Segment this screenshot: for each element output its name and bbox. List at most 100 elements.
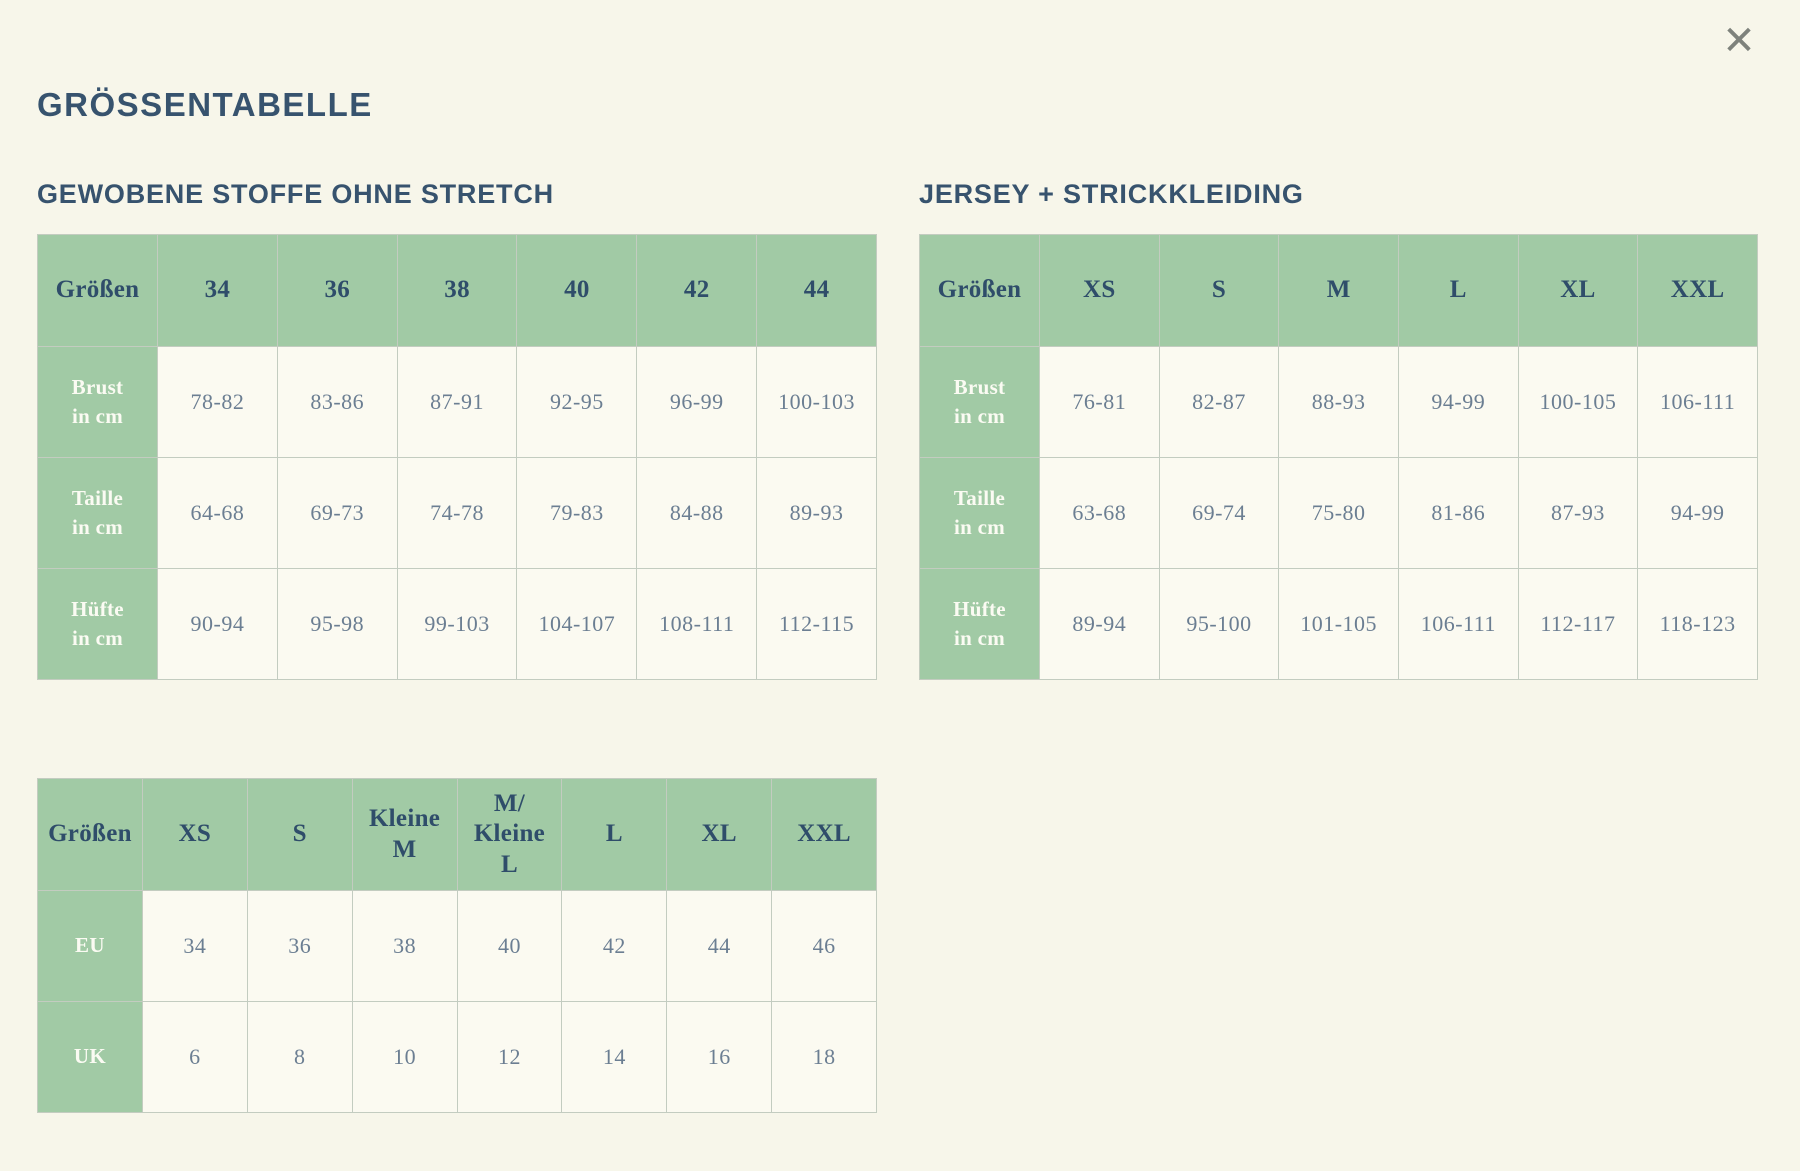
table-cell: 76-81 bbox=[1039, 346, 1160, 458]
table-cell: 87-93 bbox=[1517, 457, 1639, 569]
table-cell: 106-111 bbox=[1397, 568, 1519, 680]
column-header: XS bbox=[1039, 234, 1160, 347]
table-cell: 112-117 bbox=[1517, 568, 1639, 680]
column-header: 36 bbox=[276, 234, 398, 347]
table-cell: 83-86 bbox=[276, 346, 398, 458]
table-cell: 63-68 bbox=[1039, 457, 1160, 569]
column-header: XXL bbox=[1637, 234, 1758, 347]
table-cell: 112-115 bbox=[756, 568, 877, 680]
table-header-row: Größen XS S M L XL XXL bbox=[919, 234, 1758, 347]
table-row: Brust in cm 76-81 82-87 88-93 94-99 100-… bbox=[919, 346, 1758, 458]
table-cell: 90-94 bbox=[157, 568, 278, 680]
row-label: Hüfte in cm bbox=[37, 568, 158, 680]
table-cell: 46 bbox=[771, 890, 877, 1002]
column-header: XL bbox=[1517, 234, 1639, 347]
table-cell: 34 bbox=[141, 890, 248, 1002]
column-header: 42 bbox=[636, 234, 758, 347]
table-cell: 10 bbox=[351, 1001, 458, 1113]
table-cell: 118-123 bbox=[1637, 568, 1758, 680]
table-row: Taille in cm 63-68 69-74 75-80 81-86 87-… bbox=[919, 457, 1758, 569]
section-title-woven: GEWOBENE STOFFE OHNE STRETCH bbox=[37, 179, 554, 210]
column-header: 34 bbox=[157, 234, 278, 347]
table-cell: 78-82 bbox=[157, 346, 278, 458]
table-corner-cell: Größen bbox=[37, 778, 143, 891]
table-cell: 64-68 bbox=[157, 457, 278, 569]
table-cell: 87-91 bbox=[396, 346, 518, 458]
size-table-woven: Größen 34 36 38 40 42 44 Brust in cm 78-… bbox=[37, 234, 877, 680]
table-corner-cell: Größen bbox=[919, 234, 1040, 347]
page-title: GRÖSSENTABELLE bbox=[37, 86, 373, 124]
size-table-conversion: Größen XS S Kleine M M/ Kleine L L XL XX… bbox=[37, 778, 877, 1113]
table-cell: 82-87 bbox=[1158, 346, 1280, 458]
table-cell: 94-99 bbox=[1637, 457, 1758, 569]
table-header-row: Größen 34 36 38 40 42 44 bbox=[37, 234, 877, 347]
row-label: Hüfte in cm bbox=[919, 568, 1040, 680]
table-cell: 69-73 bbox=[276, 457, 398, 569]
row-label: Taille in cm bbox=[37, 457, 158, 569]
table-corner-cell: Größen bbox=[37, 234, 158, 347]
column-header: Kleine M bbox=[351, 778, 458, 891]
column-header: L bbox=[561, 778, 668, 891]
close-icon: ✕ bbox=[1722, 18, 1756, 64]
table-cell: 108-111 bbox=[636, 568, 758, 680]
table-cell: 96-99 bbox=[636, 346, 758, 458]
size-table-jersey: Größen XS S M L XL XXL Brust in cm 76-81… bbox=[919, 234, 1758, 680]
table-cell: 106-111 bbox=[1637, 346, 1758, 458]
table-cell: 44 bbox=[666, 890, 773, 1002]
column-header: S bbox=[1158, 234, 1280, 347]
row-label: Brust in cm bbox=[919, 346, 1040, 458]
column-header: XXL bbox=[771, 778, 877, 891]
column-header: 44 bbox=[756, 234, 877, 347]
table-row: Brust in cm 78-82 83-86 87-91 92-95 96-9… bbox=[37, 346, 877, 458]
table-cell: 12 bbox=[456, 1001, 563, 1113]
close-button[interactable]: ✕ bbox=[1710, 12, 1768, 70]
table-cell: 99-103 bbox=[396, 568, 518, 680]
table-cell: 95-98 bbox=[276, 568, 398, 680]
column-header: 38 bbox=[396, 234, 518, 347]
table-row: EU 34 36 38 40 42 44 46 bbox=[37, 890, 877, 1002]
column-header: L bbox=[1397, 234, 1519, 347]
table-cell: 104-107 bbox=[516, 568, 638, 680]
table-cell: 75-80 bbox=[1278, 457, 1399, 569]
table-cell: 36 bbox=[246, 890, 353, 1002]
column-header: XL bbox=[666, 778, 773, 891]
column-header: M/ Kleine L bbox=[456, 778, 563, 891]
table-cell: 18 bbox=[771, 1001, 877, 1113]
column-header: 40 bbox=[516, 234, 638, 347]
row-label: EU bbox=[37, 890, 143, 1002]
table-cell: 84-88 bbox=[636, 457, 758, 569]
table-cell: 101-105 bbox=[1278, 568, 1399, 680]
table-cell: 94-99 bbox=[1397, 346, 1519, 458]
table-cell: 95-100 bbox=[1158, 568, 1280, 680]
table-cell: 69-74 bbox=[1158, 457, 1280, 569]
table-cell: 100-105 bbox=[1517, 346, 1639, 458]
table-row: Taille in cm 64-68 69-73 74-78 79-83 84-… bbox=[37, 457, 877, 569]
table-cell: 88-93 bbox=[1278, 346, 1399, 458]
table-row: Hüfte in cm 89-94 95-100 101-105 106-111… bbox=[919, 568, 1758, 680]
column-header: XS bbox=[141, 778, 248, 891]
table-cell: 92-95 bbox=[516, 346, 638, 458]
table-cell: 40 bbox=[456, 890, 563, 1002]
row-label: Taille in cm bbox=[919, 457, 1040, 569]
table-row: Hüfte in cm 90-94 95-98 99-103 104-107 1… bbox=[37, 568, 877, 680]
table-row: UK 6 8 10 12 14 16 18 bbox=[37, 1001, 877, 1113]
table-cell: 16 bbox=[666, 1001, 773, 1113]
column-header: M bbox=[1278, 234, 1399, 347]
table-cell: 38 bbox=[351, 890, 458, 1002]
table-cell: 42 bbox=[561, 890, 668, 1002]
section-title-jersey: JERSEY + STRICKKLEIDING bbox=[919, 179, 1304, 210]
table-cell: 79-83 bbox=[516, 457, 638, 569]
table-cell: 81-86 bbox=[1397, 457, 1519, 569]
table-header-row: Größen XS S Kleine M M/ Kleine L L XL XX… bbox=[37, 778, 877, 891]
table-cell: 8 bbox=[246, 1001, 353, 1113]
row-label: Brust in cm bbox=[37, 346, 158, 458]
column-header: S bbox=[246, 778, 353, 891]
table-cell: 100-103 bbox=[756, 346, 877, 458]
table-cell: 14 bbox=[561, 1001, 668, 1113]
table-cell: 89-93 bbox=[756, 457, 877, 569]
table-cell: 6 bbox=[141, 1001, 248, 1113]
table-cell: 89-94 bbox=[1039, 568, 1160, 680]
table-cell: 74-78 bbox=[396, 457, 518, 569]
row-label: UK bbox=[37, 1001, 143, 1113]
